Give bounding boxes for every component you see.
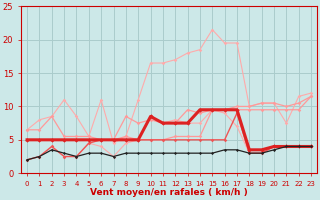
X-axis label: Vent moyen/en rafales ( km/h ): Vent moyen/en rafales ( km/h ) <box>90 188 248 197</box>
